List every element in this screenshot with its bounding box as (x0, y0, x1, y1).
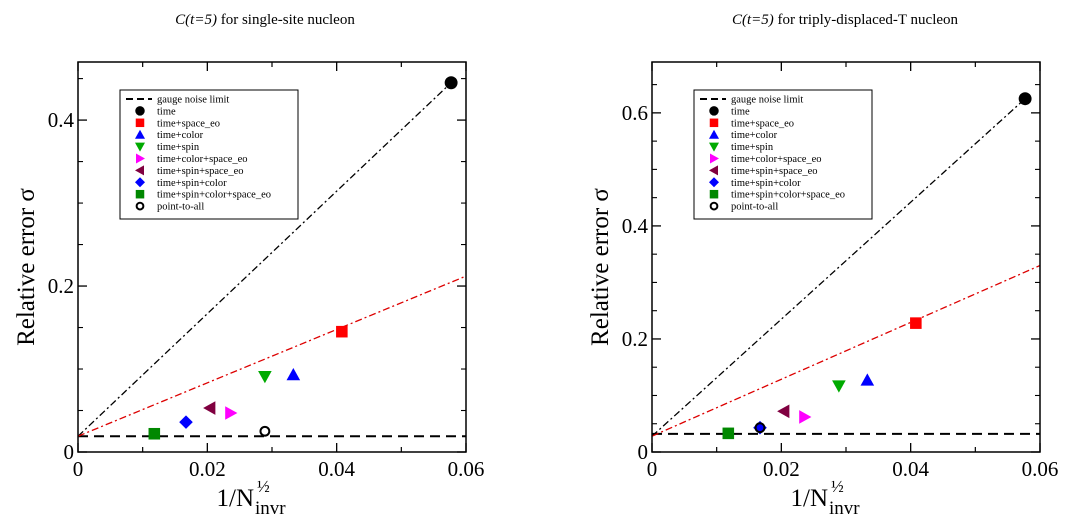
legend-marker (709, 177, 719, 188)
legend-marker (709, 165, 718, 176)
legend-label: time+spin+space_eo (731, 166, 818, 177)
y-tick-label: 0.4 (48, 108, 75, 132)
chart-panel-1: C(t=5) for single-site nucleon 0 0.02 0.04 0… (13, 12, 484, 519)
legend-label: time+spin+space_eo (157, 166, 244, 177)
y-tick-label: 0.6 (622, 101, 648, 125)
legend-marker (710, 153, 719, 164)
data-point-time-spin-color-space-eo (722, 427, 735, 440)
x-tick-label: 0 (647, 457, 658, 481)
legend-label: time+spin+color+space_eo (731, 190, 845, 201)
svg-text:invr: invr (255, 498, 286, 519)
fit-line-1 (78, 82, 452, 437)
legend-marker (709, 189, 719, 199)
data-point-time-spin-space-eo (777, 404, 790, 419)
legend-label: point-to-all (157, 202, 204, 213)
data-point-time-spin (832, 380, 846, 393)
legend-marker (709, 129, 719, 139)
y-tick-label: 0.4 (622, 214, 649, 238)
legend-label: time+spin (157, 142, 200, 153)
legend-label: time+color (157, 130, 204, 141)
legend-marker (135, 201, 145, 211)
data-point-time-spin-color-space-eo (148, 427, 161, 440)
data-point-point-to-all (259, 425, 271, 437)
fit-line-2 (652, 264, 1040, 437)
legend-label: time+spin+color (157, 178, 227, 189)
data-point-time-spin-color (179, 415, 193, 429)
data-point-time (444, 76, 458, 90)
x-axis-label: 1/N ½ invr (791, 477, 861, 519)
legend-marker (135, 129, 145, 139)
legend-marker (135, 106, 145, 116)
legend-label: time+color+space_eo (731, 154, 822, 165)
svg-text:½: ½ (257, 477, 270, 496)
legend-marker (135, 165, 144, 176)
legend-marker (709, 118, 719, 128)
legend-marker (136, 153, 145, 164)
legend-label: time+spin (731, 142, 774, 153)
legend-label: time+spin+color (731, 178, 801, 189)
chart-panel-2: C(t=5) for triply-displaced-T nucleon 0 0.… (587, 12, 1058, 519)
data-point-time-color-space-eo (225, 406, 238, 420)
legend-marker (135, 177, 145, 188)
data-point-time (1018, 92, 1032, 106)
legend-box (693, 89, 873, 220)
fit-line-1 (652, 98, 1026, 437)
y-axis-label: Relative error σ (13, 188, 40, 346)
legend-label: time+space_eo (731, 118, 794, 129)
data-point-time-spin (258, 371, 272, 384)
data-point-point-to-all (754, 422, 766, 434)
data-point-time-spin-space-eo (203, 401, 216, 415)
fit-line-2 (78, 275, 466, 437)
y-tick-label: 0 (638, 440, 649, 464)
legend: gauge noise limittimetime+space_eotime+c… (119, 89, 299, 220)
y-tick-label: 0.2 (622, 327, 648, 351)
chart-title: C(t=5) for triply-displaced-T nucleon (732, 12, 959, 28)
data-point-time-space-eo (910, 317, 922, 329)
data-point-time-space-eo (336, 325, 348, 338)
y-tick-label: 0 (64, 440, 75, 464)
legend: gauge noise limittimetime+space_eotime+c… (693, 89, 873, 220)
x-tick-label: 0.02 (763, 457, 800, 481)
legend-label: time+spin+color+space_eo (157, 190, 271, 201)
svg-text:1/N: 1/N (791, 485, 829, 512)
legend-label: point-to-all (731, 202, 778, 213)
chart-title: C(t=5) for single-site nucleon (175, 12, 355, 28)
legend-marker (135, 142, 145, 152)
y-axis-label: Relative error σ (587, 188, 614, 346)
legend-marker (135, 118, 145, 128)
legend-label: gauge noise limit (157, 95, 229, 106)
legend-marker (709, 142, 719, 152)
x-tick-label: 0.06 (448, 457, 485, 481)
x-axis-label: 1/N ½ invr (217, 477, 287, 519)
legend-label: gauge noise limit (731, 95, 803, 106)
legend-box (119, 89, 299, 220)
x-tick-label: 0.04 (318, 457, 355, 481)
legend-label: time+color (731, 130, 778, 141)
legend-label: time (731, 106, 750, 117)
x-tick-label: 0.06 (1022, 457, 1059, 481)
svg-text:invr: invr (829, 498, 860, 519)
y-tick-label: 0.2 (48, 274, 74, 298)
legend-marker (135, 189, 145, 199)
svg-text:1/N: 1/N (217, 485, 255, 512)
legend-marker (709, 201, 719, 211)
legend-marker (709, 106, 719, 116)
legend-label: time (157, 106, 176, 117)
data-point-time-color (860, 373, 875, 386)
x-tick-label: 0 (73, 457, 84, 481)
legend-label: time+space_eo (157, 118, 220, 129)
x-tick-label: 0.02 (189, 457, 226, 481)
legend-label: time+color+space_eo (157, 154, 248, 165)
data-point-time-color (286, 368, 301, 381)
data-point-time-color-space-eo (799, 410, 812, 424)
x-tick-label: 0.04 (892, 457, 929, 481)
svg-text:½: ½ (831, 477, 844, 496)
